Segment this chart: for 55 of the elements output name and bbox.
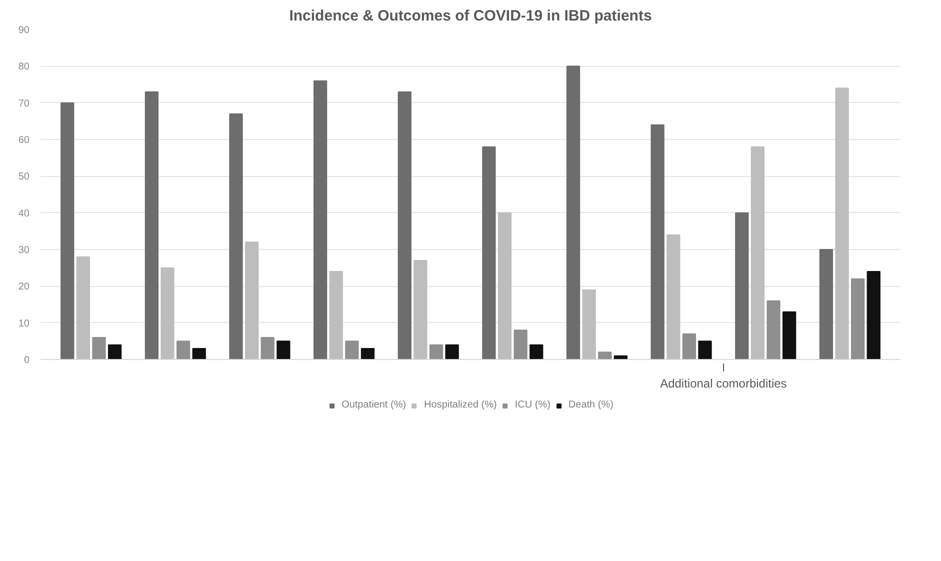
bar xyxy=(819,249,834,360)
bar xyxy=(698,340,712,360)
bar xyxy=(360,348,375,360)
y-tick-label: 40 xyxy=(18,208,30,220)
bar xyxy=(160,267,174,360)
bar xyxy=(445,344,459,360)
bar xyxy=(582,289,596,360)
y-tick-label: 80 xyxy=(18,62,30,73)
y-tick-label: 60 xyxy=(18,135,30,146)
bar xyxy=(176,340,190,360)
bar xyxy=(682,333,696,360)
legend-label: Hospitalized (%) xyxy=(424,400,497,410)
bar xyxy=(244,242,259,360)
bar xyxy=(414,260,428,360)
bar xyxy=(60,102,74,360)
bar xyxy=(313,80,328,360)
bar xyxy=(666,234,680,360)
y-tick-label: 90 xyxy=(18,25,30,36)
chart-title: Incidence & Outcomes of COVID-19 in IBD patients xyxy=(289,8,652,24)
bar xyxy=(835,88,849,360)
bar xyxy=(329,271,343,360)
bar xyxy=(429,344,444,360)
y-tick-label: 50 xyxy=(18,172,30,183)
bar xyxy=(750,146,765,360)
y-tick-label: 10 xyxy=(18,318,30,330)
bar xyxy=(229,113,243,360)
bar xyxy=(735,212,749,360)
legend-label: Death (%) xyxy=(568,400,614,410)
bar xyxy=(514,330,528,360)
bar xyxy=(192,348,206,360)
y-tick-label: 0 xyxy=(24,355,30,366)
bar xyxy=(530,344,544,360)
bar xyxy=(108,344,122,360)
bar xyxy=(766,300,780,360)
bar xyxy=(498,212,512,360)
bar xyxy=(850,278,865,360)
y-tick-label: 30 xyxy=(18,245,30,256)
text: Additional comorbidities xyxy=(660,376,787,390)
bar xyxy=(76,256,90,360)
bar xyxy=(866,271,880,360)
bar xyxy=(482,146,496,360)
bar xyxy=(598,352,612,360)
legend-label: Outpatient (%) xyxy=(342,400,406,410)
bar xyxy=(782,311,796,360)
y-tick-label: 20 xyxy=(18,282,30,293)
bar xyxy=(92,337,106,360)
bar xyxy=(260,337,274,360)
y-tick-label: 70 xyxy=(18,98,30,110)
bar xyxy=(566,66,580,360)
bar xyxy=(398,91,412,360)
bar xyxy=(345,340,359,360)
bar xyxy=(144,91,159,360)
bar xyxy=(650,124,664,360)
bar xyxy=(276,340,290,360)
legend-label: ICU (%) xyxy=(514,400,550,410)
